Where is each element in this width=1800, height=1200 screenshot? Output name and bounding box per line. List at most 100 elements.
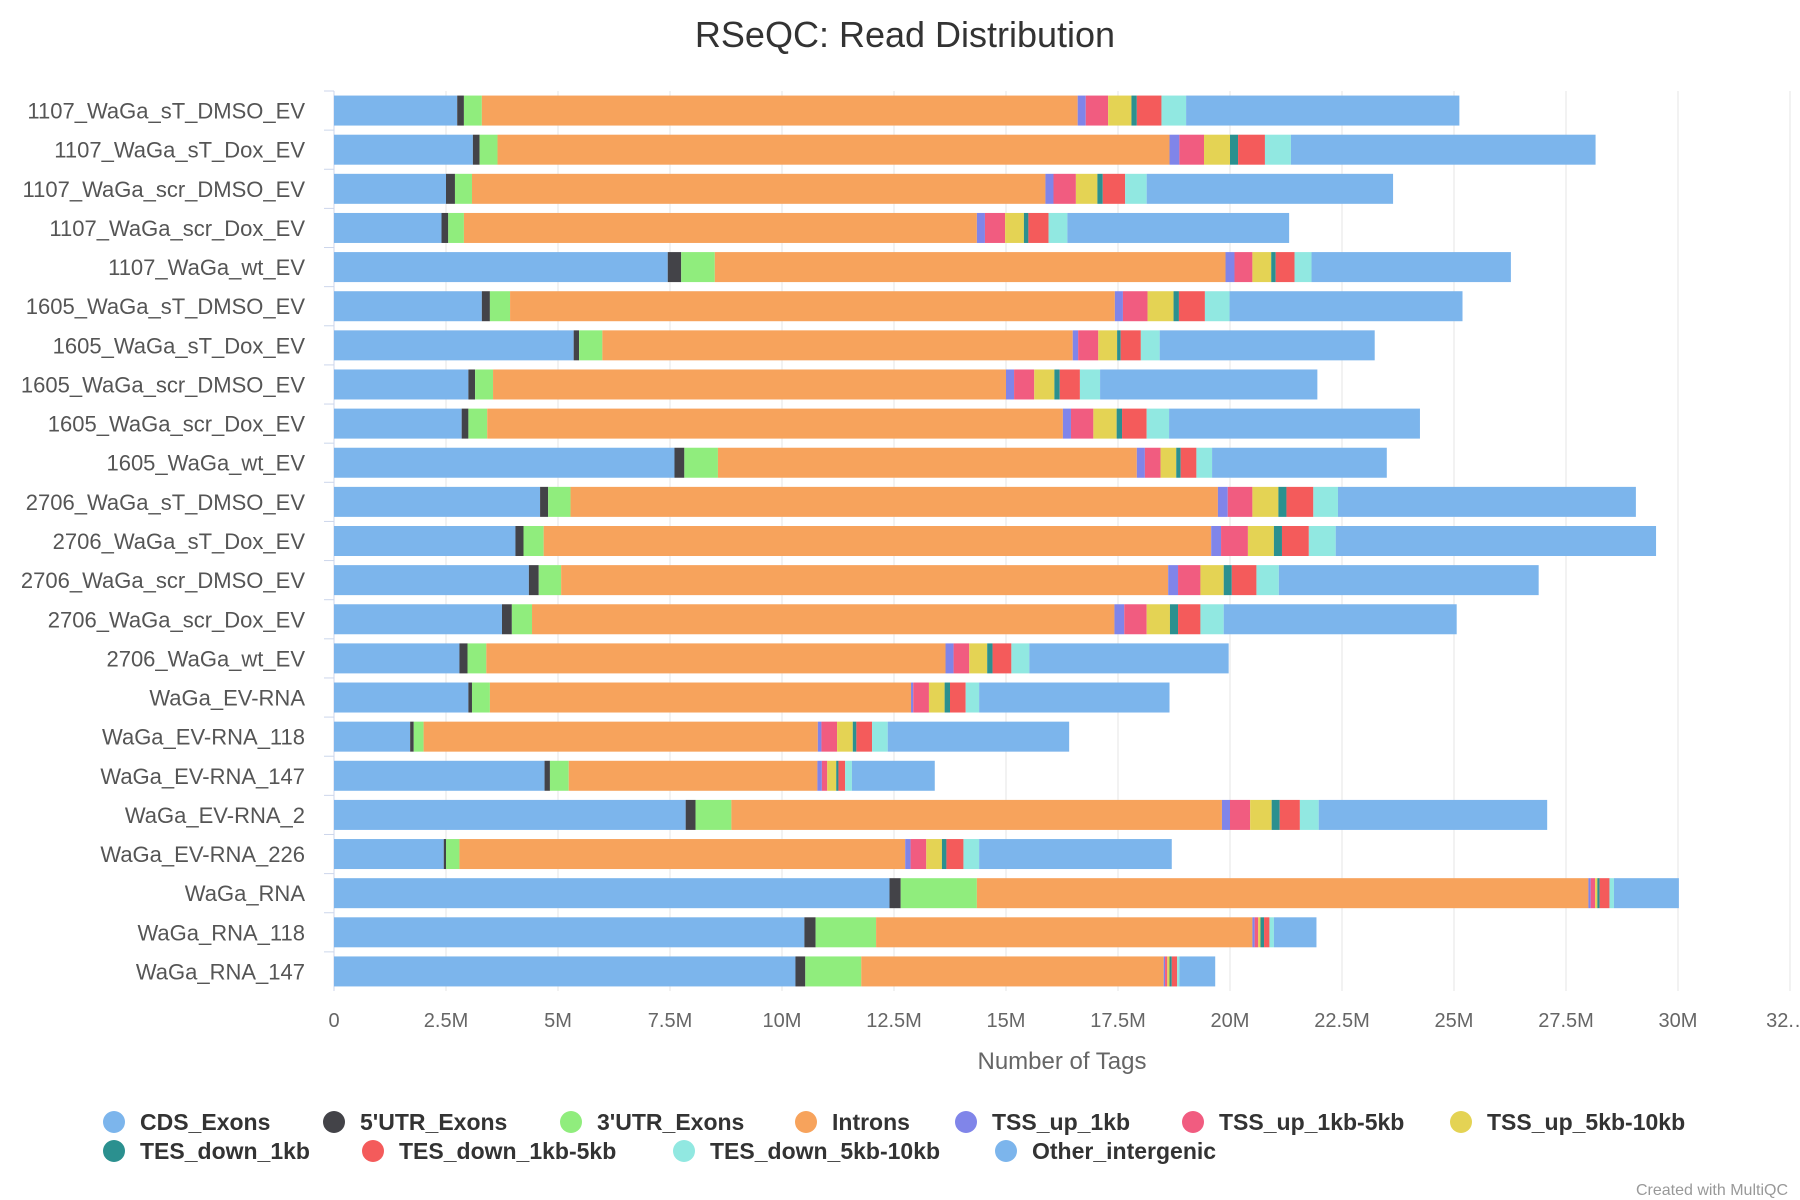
bar-segment[interactable] (667, 252, 682, 283)
bar-segment[interactable] (837, 721, 853, 752)
bar-segment[interactable] (1169, 408, 1420, 439)
legend-item[interactable]: 3'UTR_Exons (560, 1109, 744, 1135)
bar-segment[interactable] (1281, 526, 1309, 556)
bar-segment[interactable] (795, 956, 806, 987)
bar-segment[interactable] (945, 643, 954, 674)
bar-segment[interactable] (1079, 369, 1101, 400)
bar-segment[interactable] (502, 604, 512, 635)
bar-segment[interactable] (468, 369, 476, 400)
bar-segment[interactable] (1252, 486, 1279, 517)
bar-segment[interactable] (681, 252, 715, 283)
bar-segment[interactable] (1590, 878, 1596, 909)
bar-segment[interactable] (876, 917, 1253, 948)
bar-segment[interactable] (1597, 878, 1600, 909)
bar-segment[interactable] (695, 799, 732, 830)
bar-segment[interactable] (1221, 799, 1230, 830)
bar-segment[interactable] (1173, 291, 1179, 322)
bar-segment[interactable] (459, 643, 468, 674)
legend-item[interactable]: TES_down_5kb-10kb (673, 1138, 940, 1164)
bar-segment[interactable] (1204, 291, 1230, 322)
bar-segment[interactable] (334, 369, 469, 400)
bar-segment[interactable] (1093, 408, 1117, 439)
bar-segment[interactable] (944, 682, 950, 713)
bar-segment[interactable] (1247, 526, 1274, 556)
bar-segment[interactable] (457, 95, 464, 126)
bar-segment[interactable] (965, 682, 980, 713)
bar-segment[interactable] (969, 643, 988, 674)
bar-segment[interactable] (1067, 212, 1290, 243)
bar-segment[interactable] (1165, 956, 1168, 987)
bar-segment[interactable] (468, 682, 472, 713)
bar-segment[interactable] (467, 643, 487, 674)
bar-segment[interactable] (900, 878, 977, 909)
bar-segment[interactable] (1227, 486, 1253, 517)
bar-segment[interactable] (1178, 291, 1205, 322)
bar-segment[interactable] (538, 565, 562, 596)
bar-segment[interactable] (443, 839, 446, 870)
bar-segment[interactable] (1161, 95, 1187, 126)
bar-segment[interactable] (1178, 604, 1201, 635)
bar-segment[interactable] (1299, 799, 1319, 830)
legend-item[interactable]: CDS_Exons (103, 1109, 270, 1135)
bar-segment[interactable] (334, 526, 516, 556)
bar-segment[interactable] (1146, 604, 1170, 635)
bar-segment[interactable] (1204, 134, 1230, 165)
bar-segment[interactable] (1102, 173, 1126, 204)
bar-segment[interactable] (845, 760, 852, 791)
bar-segment[interactable] (1029, 643, 1229, 674)
bar-segment[interactable] (1171, 956, 1178, 987)
bar-segment[interactable] (479, 134, 498, 165)
bar-segment[interactable] (1294, 252, 1312, 283)
bar-segment[interactable] (510, 291, 1115, 322)
bar-segment[interactable] (1278, 486, 1287, 517)
bar-segment[interactable] (817, 721, 822, 752)
bar-segment[interactable] (1609, 878, 1614, 909)
bar-segment[interactable] (1160, 447, 1177, 478)
legend-item[interactable]: TES_down_1kb (103, 1138, 310, 1164)
bar-segment[interactable] (684, 447, 718, 478)
bar-segment[interactable] (1072, 330, 1079, 361)
bar-segment[interactable] (805, 956, 862, 987)
bar-segment[interactable] (913, 682, 929, 713)
bar-segment[interactable] (334, 95, 458, 126)
bar-segment[interactable] (1062, 408, 1071, 439)
bar-segment[interactable] (459, 839, 906, 870)
bar-segment[interactable] (568, 760, 818, 791)
bar-segment[interactable] (334, 408, 462, 439)
bar-segment[interactable] (1258, 917, 1261, 948)
bar-segment[interactable] (815, 917, 877, 948)
bar-segment[interactable] (1264, 917, 1270, 948)
bar-segment[interactable] (1595, 878, 1598, 909)
bar-segment[interactable] (1613, 878, 1679, 909)
bar-segment[interactable] (1077, 95, 1086, 126)
bar-segment[interactable] (1223, 604, 1457, 635)
bar-segment[interactable] (1048, 212, 1068, 243)
bar-segment[interactable] (685, 799, 696, 830)
bar-segment[interactable] (1163, 956, 1166, 987)
bar-segment[interactable] (1125, 173, 1147, 204)
bar-segment[interactable] (446, 173, 455, 204)
bar-segment[interactable] (1122, 291, 1148, 322)
bar-segment[interactable] (461, 408, 469, 439)
bar-segment[interactable] (821, 760, 828, 791)
bar-segment[interactable] (1252, 252, 1272, 283)
bar-segment[interactable] (413, 721, 424, 752)
bar-segment[interactable] (1053, 173, 1076, 204)
bar-segment[interactable] (1122, 408, 1147, 439)
bar-segment[interactable] (532, 604, 1115, 635)
bar-segment[interactable] (463, 212, 977, 243)
bar-segment[interactable] (1264, 134, 1291, 165)
bar-segment[interactable] (1230, 134, 1239, 165)
bar-segment[interactable] (570, 486, 1218, 517)
bar-segment[interactable] (463, 95, 482, 126)
bar-segment[interactable] (1223, 565, 1232, 596)
bar-segment[interactable] (471, 682, 490, 713)
bar-segment[interactable] (941, 839, 947, 870)
legend-item[interactable]: TSS_up_1kb-5kb (1182, 1109, 1404, 1135)
bar-segment[interactable] (1097, 173, 1103, 204)
bar-segment[interactable] (1005, 212, 1024, 243)
bar-segment[interactable] (1180, 447, 1197, 478)
bar-segment[interactable] (836, 760, 839, 791)
bar-segment[interactable] (486, 643, 946, 674)
bar-segment[interactable] (1177, 956, 1180, 987)
